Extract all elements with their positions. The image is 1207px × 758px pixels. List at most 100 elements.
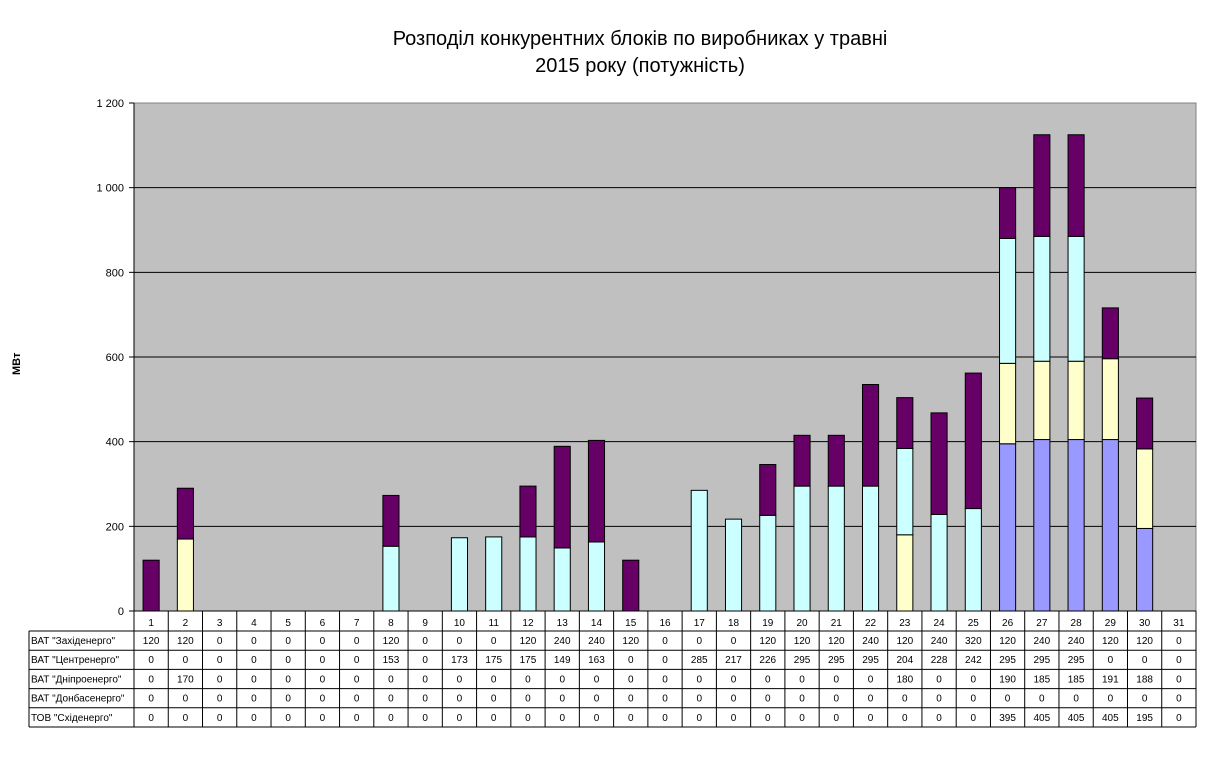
table-cell-value: 0 <box>457 636 463 647</box>
table-cell-value: 0 <box>354 636 360 647</box>
table-cell-value: 0 <box>148 674 154 685</box>
table-cell-value: 0 <box>594 694 600 705</box>
table-cell-value: 120 <box>1102 636 1119 647</box>
table-cell-value: 149 <box>554 655 571 666</box>
table-cell-value: 0 <box>559 713 565 724</box>
table-cell-value: 0 <box>320 713 326 724</box>
table-cell-value: 0 <box>696 713 702 724</box>
category-label: 10 <box>454 618 466 629</box>
table-cell-value: 0 <box>422 674 428 685</box>
table-cell-value: 195 <box>1136 713 1153 724</box>
category-label: 14 <box>591 618 603 629</box>
table-cell-value: 226 <box>759 655 776 666</box>
bar-segment <box>1101 307 1119 360</box>
y-tick-label: 200 <box>106 521 124 533</box>
table-cell-value: 0 <box>491 694 497 705</box>
table-cell-value: 0 <box>731 713 737 724</box>
table-cell-value: 0 <box>1073 694 1079 705</box>
table-cell-value: 405 <box>1033 713 1050 724</box>
bar-segment <box>382 545 400 612</box>
category-label: 13 <box>557 618 569 629</box>
table-cell-value: 190 <box>999 674 1016 685</box>
bar-segment <box>759 514 777 612</box>
category-label: 26 <box>1002 618 1014 629</box>
table-cell-value: 0 <box>148 694 154 705</box>
table-cell-value: 295 <box>828 655 845 666</box>
category-label: 23 <box>899 618 911 629</box>
bar-segment <box>1033 235 1051 362</box>
bar-segment <box>896 397 914 449</box>
category-label: 11 <box>489 618 500 629</box>
table-cell-value: 0 <box>696 636 702 647</box>
table-cell-value: 395 <box>999 713 1016 724</box>
y-tick-label: 400 <box>106 437 124 449</box>
table-cell-value: 175 <box>520 655 537 666</box>
category-label: 3 <box>217 618 223 629</box>
bar-segment <box>553 547 571 612</box>
table-cell-value: 0 <box>285 655 291 666</box>
table-cell-value: 0 <box>594 713 600 724</box>
table-cell-value: 0 <box>388 694 394 705</box>
bar-segment <box>896 447 914 536</box>
table-cell-value: 120 <box>828 636 845 647</box>
bar-segment <box>176 487 194 540</box>
table-cell-value: 0 <box>285 636 291 647</box>
table-cell-value: 191 <box>1102 674 1119 685</box>
bar-segment <box>1033 360 1051 441</box>
table-cell-value: 0 <box>354 655 360 666</box>
table-cell-value: 240 <box>554 636 571 647</box>
category-label: 5 <box>285 618 291 629</box>
category-label: 31 <box>1173 618 1185 629</box>
table-cell-value: 0 <box>971 674 977 685</box>
table-cell-value: 0 <box>457 713 463 724</box>
table-cell-value: 0 <box>217 674 223 685</box>
y-tick-label: 1 000 <box>96 183 124 195</box>
table-cell-value: 120 <box>1136 636 1153 647</box>
table-cell-value: 170 <box>177 674 194 685</box>
bar-segment <box>1033 439 1051 612</box>
table-cell-value: 0 <box>1176 636 1182 647</box>
category-label: 1 <box>148 618 154 629</box>
table-cell-value: 0 <box>971 713 977 724</box>
table-cell-value: 120 <box>896 636 913 647</box>
bar-segment <box>587 439 606 543</box>
bar-segment <box>1067 439 1085 612</box>
table-cell-value: 0 <box>1142 655 1148 666</box>
table-cell-value: 0 <box>491 713 497 724</box>
bar-segment <box>964 508 982 612</box>
category-label: 29 <box>1105 618 1117 629</box>
bar-segment <box>827 434 845 487</box>
table-cell-value: 0 <box>457 674 463 685</box>
table-cell-value: 0 <box>320 674 326 685</box>
bar-segment <box>142 559 160 612</box>
table-cell-value: 173 <box>451 655 468 666</box>
legend-series-name: ВАТ "Центренерго" <box>31 655 119 666</box>
category-label: 9 <box>422 618 428 629</box>
legend-series-name: ВАТ "Західенерго" <box>31 636 116 647</box>
table-cell-value: 0 <box>1176 674 1182 685</box>
table-cell-value: 204 <box>896 655 913 666</box>
bar-segment <box>999 362 1017 445</box>
table-cell-value: 185 <box>1068 674 1085 685</box>
table-cell-value: 0 <box>320 694 326 705</box>
legend-series-name: ВАТ "Дніпроенерго" <box>31 674 122 685</box>
bar-segment <box>553 445 571 549</box>
category-label: 24 <box>934 618 946 629</box>
y-tick-label: 0 <box>118 606 124 618</box>
table-cell-value: 0 <box>559 694 565 705</box>
table-cell-value: 0 <box>285 674 291 685</box>
bar-segment <box>485 536 503 612</box>
bar-segment <box>964 372 982 510</box>
table-cell-value: 0 <box>971 694 977 705</box>
category-label: 21 <box>831 618 843 629</box>
bar-segment <box>1136 527 1154 612</box>
chart-title-line-2: 2015 року (потужність) <box>535 55 745 77</box>
table-cell-value: 0 <box>217 655 223 666</box>
table-cell-value: 0 <box>457 694 463 705</box>
bar-segment <box>519 485 537 538</box>
y-tick-label: 1 200 <box>96 98 124 110</box>
y-tick-label: 800 <box>106 267 124 279</box>
table-cell-value: 0 <box>834 674 840 685</box>
table-cell-value: 295 <box>999 655 1016 666</box>
bar-segment <box>861 384 880 487</box>
